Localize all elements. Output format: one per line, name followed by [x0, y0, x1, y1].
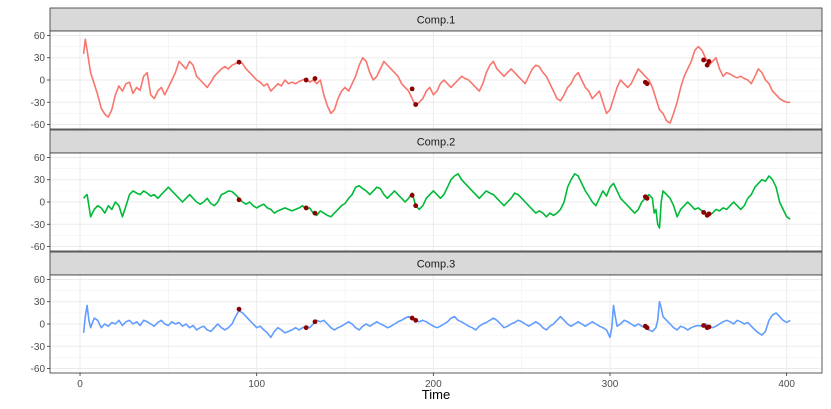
- change-point-marker: [303, 325, 309, 331]
- change-point-marker: [236, 306, 242, 312]
- change-point-marker: [706, 211, 712, 217]
- panel-1: Comp.1 -60 -30 0 30 60: [31, 7, 823, 131]
- y-tick-label: 30: [34, 175, 46, 186]
- y-tick-label: 60: [34, 275, 46, 286]
- change-point-marker: [704, 62, 710, 68]
- change-point-marker: [236, 59, 242, 65]
- change-point-marker: [236, 197, 242, 203]
- y-tick-label: 60: [34, 31, 46, 42]
- change-point-marker: [644, 195, 650, 201]
- change-point-marker: [312, 210, 318, 216]
- y-tick-label: -60: [31, 120, 46, 131]
- change-point-marker: [701, 323, 707, 328]
- y-tick-label: 30: [34, 53, 46, 64]
- y-tick-label: 0: [39, 76, 45, 87]
- x-axis: 0 100 200 300 400: [77, 373, 795, 390]
- y-tick-label: 0: [39, 320, 45, 331]
- x-tick-label: 400: [778, 379, 795, 390]
- y-tick-label: -30: [31, 342, 46, 353]
- change-point-marker: [706, 324, 712, 330]
- change-point-marker: [644, 81, 650, 87]
- change-point-marker: [409, 315, 415, 321]
- series-line: [82, 38, 791, 124]
- y-tick-label: -60: [31, 364, 46, 375]
- x-tick-label: 100: [248, 379, 265, 390]
- change-point-marker: [303, 205, 309, 211]
- panel-2: Comp.2 -60 -30 0 30 60: [31, 129, 823, 253]
- x-tick-label: 200: [425, 379, 442, 390]
- y-tick-label: 60: [34, 153, 46, 164]
- change-point-marker: [413, 317, 419, 323]
- facet-panels: Comp.1-60-3003060Comp.2-60-3003060Comp.3…: [31, 7, 823, 375]
- change-point-marker: [312, 76, 318, 81]
- x-tick-label: 300: [602, 379, 619, 390]
- series-line: [82, 173, 791, 229]
- change-point-marker: [701, 57, 707, 63]
- y-tick-label: -60: [31, 242, 46, 253]
- change-point-marker: [409, 192, 415, 198]
- change-point-marker: [303, 77, 309, 83]
- y-tick-label: -30: [31, 220, 46, 231]
- change-point-marker: [409, 86, 415, 92]
- change-point-marker: [312, 319, 318, 325]
- change-point-marker: [413, 102, 419, 107]
- panel-3: Comp.3 -60 -30 0 30 60: [31, 251, 823, 375]
- x-tick-label: 0: [77, 379, 83, 390]
- y-tick-label: 30: [34, 297, 46, 308]
- y-tick-label: 0: [39, 198, 45, 209]
- series-line: [82, 300, 791, 339]
- panel-strip-title: Comp.1: [417, 15, 456, 27]
- panel-strip-title: Comp.2: [417, 137, 456, 149]
- change-point-marker: [413, 203, 419, 209]
- change-point-marker: [644, 325, 650, 331]
- panel-strip-title: Comp.3: [417, 259, 456, 271]
- change-point-marker: [706, 59, 712, 64]
- change-point-marker: [701, 209, 707, 215]
- x-axis-title: Time: [422, 387, 450, 402]
- y-tick-label: -30: [31, 98, 46, 109]
